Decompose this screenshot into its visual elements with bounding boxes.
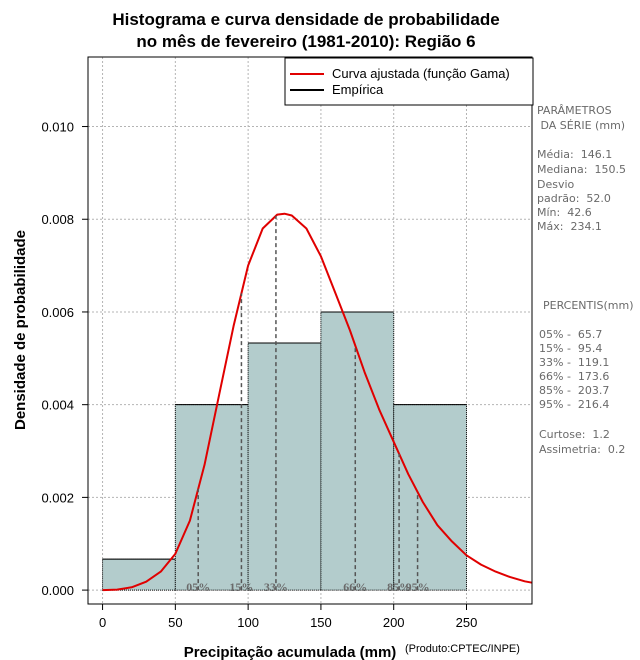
histogram-bars bbox=[102, 311, 467, 591]
x-tick-label: 200 bbox=[383, 615, 405, 630]
legend: Curva ajustada (função Gama) Empírica bbox=[284, 57, 534, 106]
percentile-label: 05% bbox=[186, 580, 210, 594]
histogram-bar bbox=[393, 404, 467, 591]
histogram-bar bbox=[320, 311, 395, 591]
percentil-66: 66% - 173.6 bbox=[539, 370, 609, 383]
percentil-85: 85% - 203.7 bbox=[539, 384, 609, 397]
percentil-15: 15% - 95.4 bbox=[539, 342, 602, 355]
legend-label-fitted: Curva ajustada (função Gama) bbox=[332, 66, 510, 81]
x-axis: 0 50 100 150 200 250 bbox=[99, 604, 477, 630]
percentile-label: 33% bbox=[264, 580, 288, 594]
plot-frame bbox=[87, 56, 533, 605]
x-tick-label: 250 bbox=[456, 615, 478, 630]
param-desvio: Desvio bbox=[537, 178, 575, 191]
y-axis: 0.000 0.002 0.004 0.006 0.008 0.010 bbox=[41, 120, 88, 598]
param-padrao: padrão: 52.0 bbox=[537, 192, 611, 205]
stat-curtose: Curtose: 1.2 bbox=[539, 428, 610, 441]
chart-title-line-2: no mês de fevereiro (1981-2010): Região … bbox=[136, 32, 475, 51]
y-tick-label: 0.002 bbox=[41, 490, 74, 505]
percentile-label: 15% bbox=[229, 580, 253, 594]
y-axis-label: Densidade de probabilidade bbox=[12, 230, 29, 430]
param-media: Média: 146.1 bbox=[537, 148, 612, 161]
side-panel: PARÂMETROS DA SÉRIE (mm) Média: 146.1 Me… bbox=[537, 104, 634, 456]
percentile-label: 85% bbox=[387, 580, 411, 594]
percentil-33: 33% - 119.1 bbox=[539, 356, 609, 369]
param-min: Mín: 42.6 bbox=[537, 206, 592, 219]
histogram-bar bbox=[247, 342, 322, 591]
params-title-1: PARÂMETROS bbox=[537, 104, 612, 117]
param-max: Máx: 234.1 bbox=[537, 220, 602, 233]
x-tick-label: 0 bbox=[99, 615, 106, 630]
x-tick-label: 100 bbox=[237, 615, 259, 630]
percentile-label: 95% bbox=[406, 580, 430, 594]
y-tick-label: 0.006 bbox=[41, 305, 74, 320]
legend-label-empirical: Empírica bbox=[332, 82, 384, 97]
stat-assimetria: Assimetria: 0.2 bbox=[539, 443, 625, 456]
params-title-2: DA SÉRIE (mm) bbox=[537, 119, 625, 132]
percentil-05: 05% - 65.7 bbox=[539, 328, 602, 341]
x-axis-label: Precipitação acumulada (mm) bbox=[184, 644, 397, 660]
fitted-curve-line bbox=[102, 212, 533, 592]
param-mediana: Mediana: 150.5 bbox=[537, 163, 626, 176]
percentile-label: 66% bbox=[343, 580, 367, 594]
credit-text: (Produto:CPTEC/INPE) bbox=[405, 643, 520, 655]
y-tick-label: 0.010 bbox=[41, 120, 74, 135]
percentis-title: PERCENTIS(mm) bbox=[543, 299, 634, 312]
y-tick-label: 0.008 bbox=[41, 212, 74, 227]
chart-title-line-1: Histograma e curva densidade de probabil… bbox=[112, 10, 499, 29]
percentil-95: 95% - 216.4 bbox=[539, 398, 609, 411]
percentile-markers: 05% 15% 33% 66% 85%95% bbox=[186, 215, 430, 594]
y-tick-label: 0.004 bbox=[41, 398, 74, 413]
fitted-curve-group bbox=[102, 212, 533, 592]
y-tick-label: 0.000 bbox=[41, 583, 74, 598]
x-tick-label: 150 bbox=[310, 615, 332, 630]
legend-box bbox=[284, 57, 534, 106]
histogram-bar bbox=[174, 404, 249, 591]
x-tick-label: 50 bbox=[168, 615, 182, 630]
